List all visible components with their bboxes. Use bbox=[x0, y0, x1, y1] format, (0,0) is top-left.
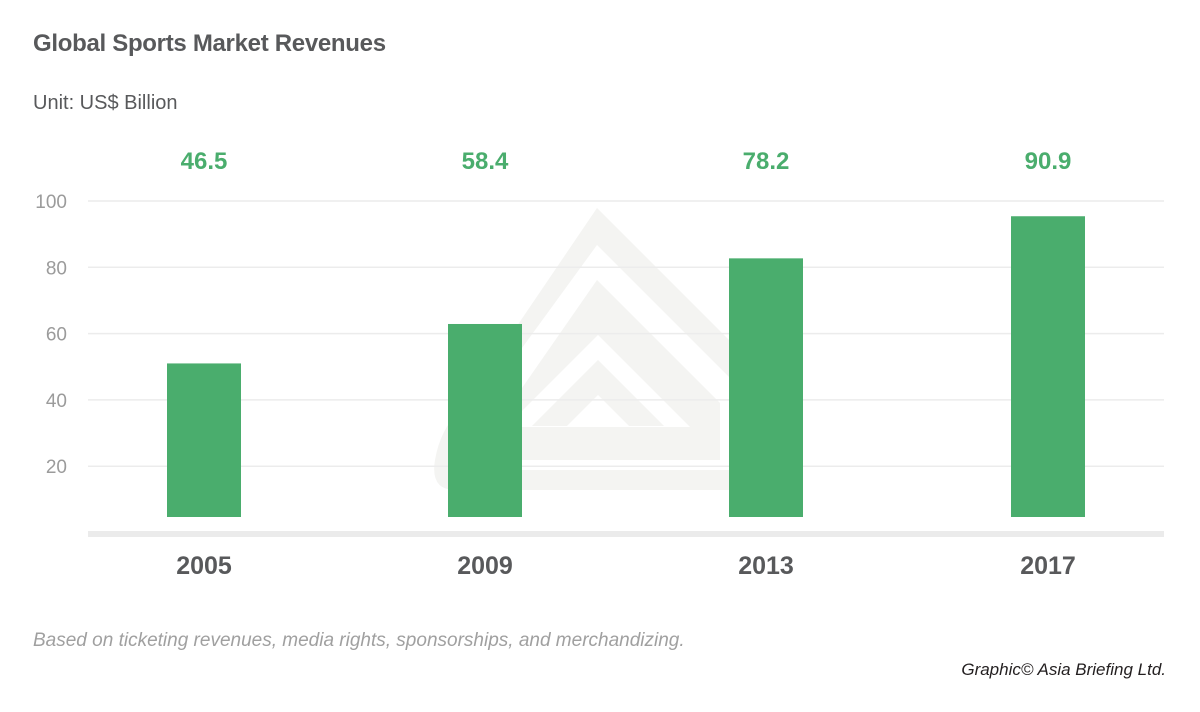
y-tick-label: 100 bbox=[35, 192, 67, 213]
bar-2013 bbox=[729, 258, 803, 517]
y-tick-label: 20 bbox=[46, 457, 67, 478]
x-axis-line bbox=[88, 531, 1164, 537]
chart-subtitle: Unit: US$ Billion bbox=[33, 92, 178, 114]
credit: Graphic© Asia Briefing Ltd. bbox=[961, 660, 1166, 679]
chart-title: Global Sports Market Revenues bbox=[33, 30, 386, 57]
bars bbox=[167, 216, 1085, 517]
y-tick-label: 60 bbox=[46, 325, 67, 346]
x-tick-label: 2013 bbox=[738, 552, 794, 580]
y-tick-label: 80 bbox=[46, 258, 67, 279]
y-tick-label: 40 bbox=[46, 391, 67, 412]
x-tick-label: 2017 bbox=[1020, 552, 1076, 580]
bar-2005 bbox=[167, 363, 241, 517]
x-tick-label: 2009 bbox=[457, 552, 513, 580]
value-labels: 46.5 58.4 78.2 90.9 bbox=[181, 148, 1072, 175]
value-label: 90.9 bbox=[1025, 148, 1072, 175]
value-label: 46.5 bbox=[181, 148, 228, 175]
value-label: 78.2 bbox=[743, 148, 790, 175]
bar-2009 bbox=[448, 323, 522, 517]
footnote: Based on ticketing revenues, media right… bbox=[33, 630, 685, 651]
value-label: 58.4 bbox=[462, 148, 509, 175]
grid-lines bbox=[88, 200, 1164, 467]
bar-2017 bbox=[1011, 216, 1085, 517]
x-axis-labels: 2005 2009 2013 2017 bbox=[176, 552, 1076, 580]
x-tick-label: 2005 bbox=[176, 552, 232, 580]
y-axis-ticks: 20 40 60 80 100 bbox=[35, 192, 67, 478]
